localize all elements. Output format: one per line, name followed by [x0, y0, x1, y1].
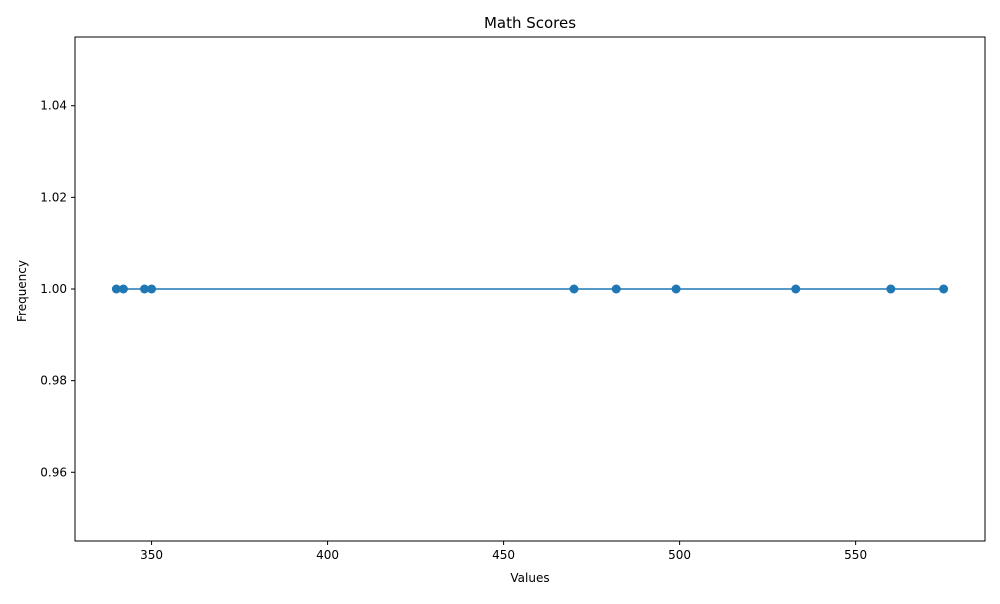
x-tick-label: 550: [844, 548, 867, 562]
x-tick-label: 500: [668, 548, 691, 562]
y-tick-label: 1.02: [40, 190, 67, 204]
data-point: [671, 284, 681, 294]
x-tick-label: 450: [492, 548, 515, 562]
data-point: [886, 284, 896, 294]
plot-area: [111, 284, 949, 294]
y-tick-label: 1.04: [40, 99, 67, 113]
data-point: [118, 284, 128, 294]
y-axis: 0.96 0.98 1.00 1.02 1.04: [40, 99, 75, 479]
data-point: [111, 284, 121, 294]
x-tick-label: 350: [140, 548, 163, 562]
y-tick-label: 0.96: [40, 465, 67, 479]
y-axis-label: Frequency: [15, 260, 29, 322]
y-tick-label: 1.00: [40, 282, 67, 296]
data-point: [939, 284, 949, 294]
x-tick-label: 400: [316, 548, 339, 562]
y-tick-label: 0.98: [40, 374, 67, 388]
chart-title: Math Scores: [484, 14, 576, 32]
data-point: [611, 284, 621, 294]
x-axis: 350 400 450 500 550: [140, 541, 867, 562]
data-point: [791, 284, 801, 294]
data-point: [140, 284, 150, 294]
data-point: [147, 284, 157, 294]
x-axis-label: Values: [510, 571, 549, 585]
data-point: [569, 284, 579, 294]
